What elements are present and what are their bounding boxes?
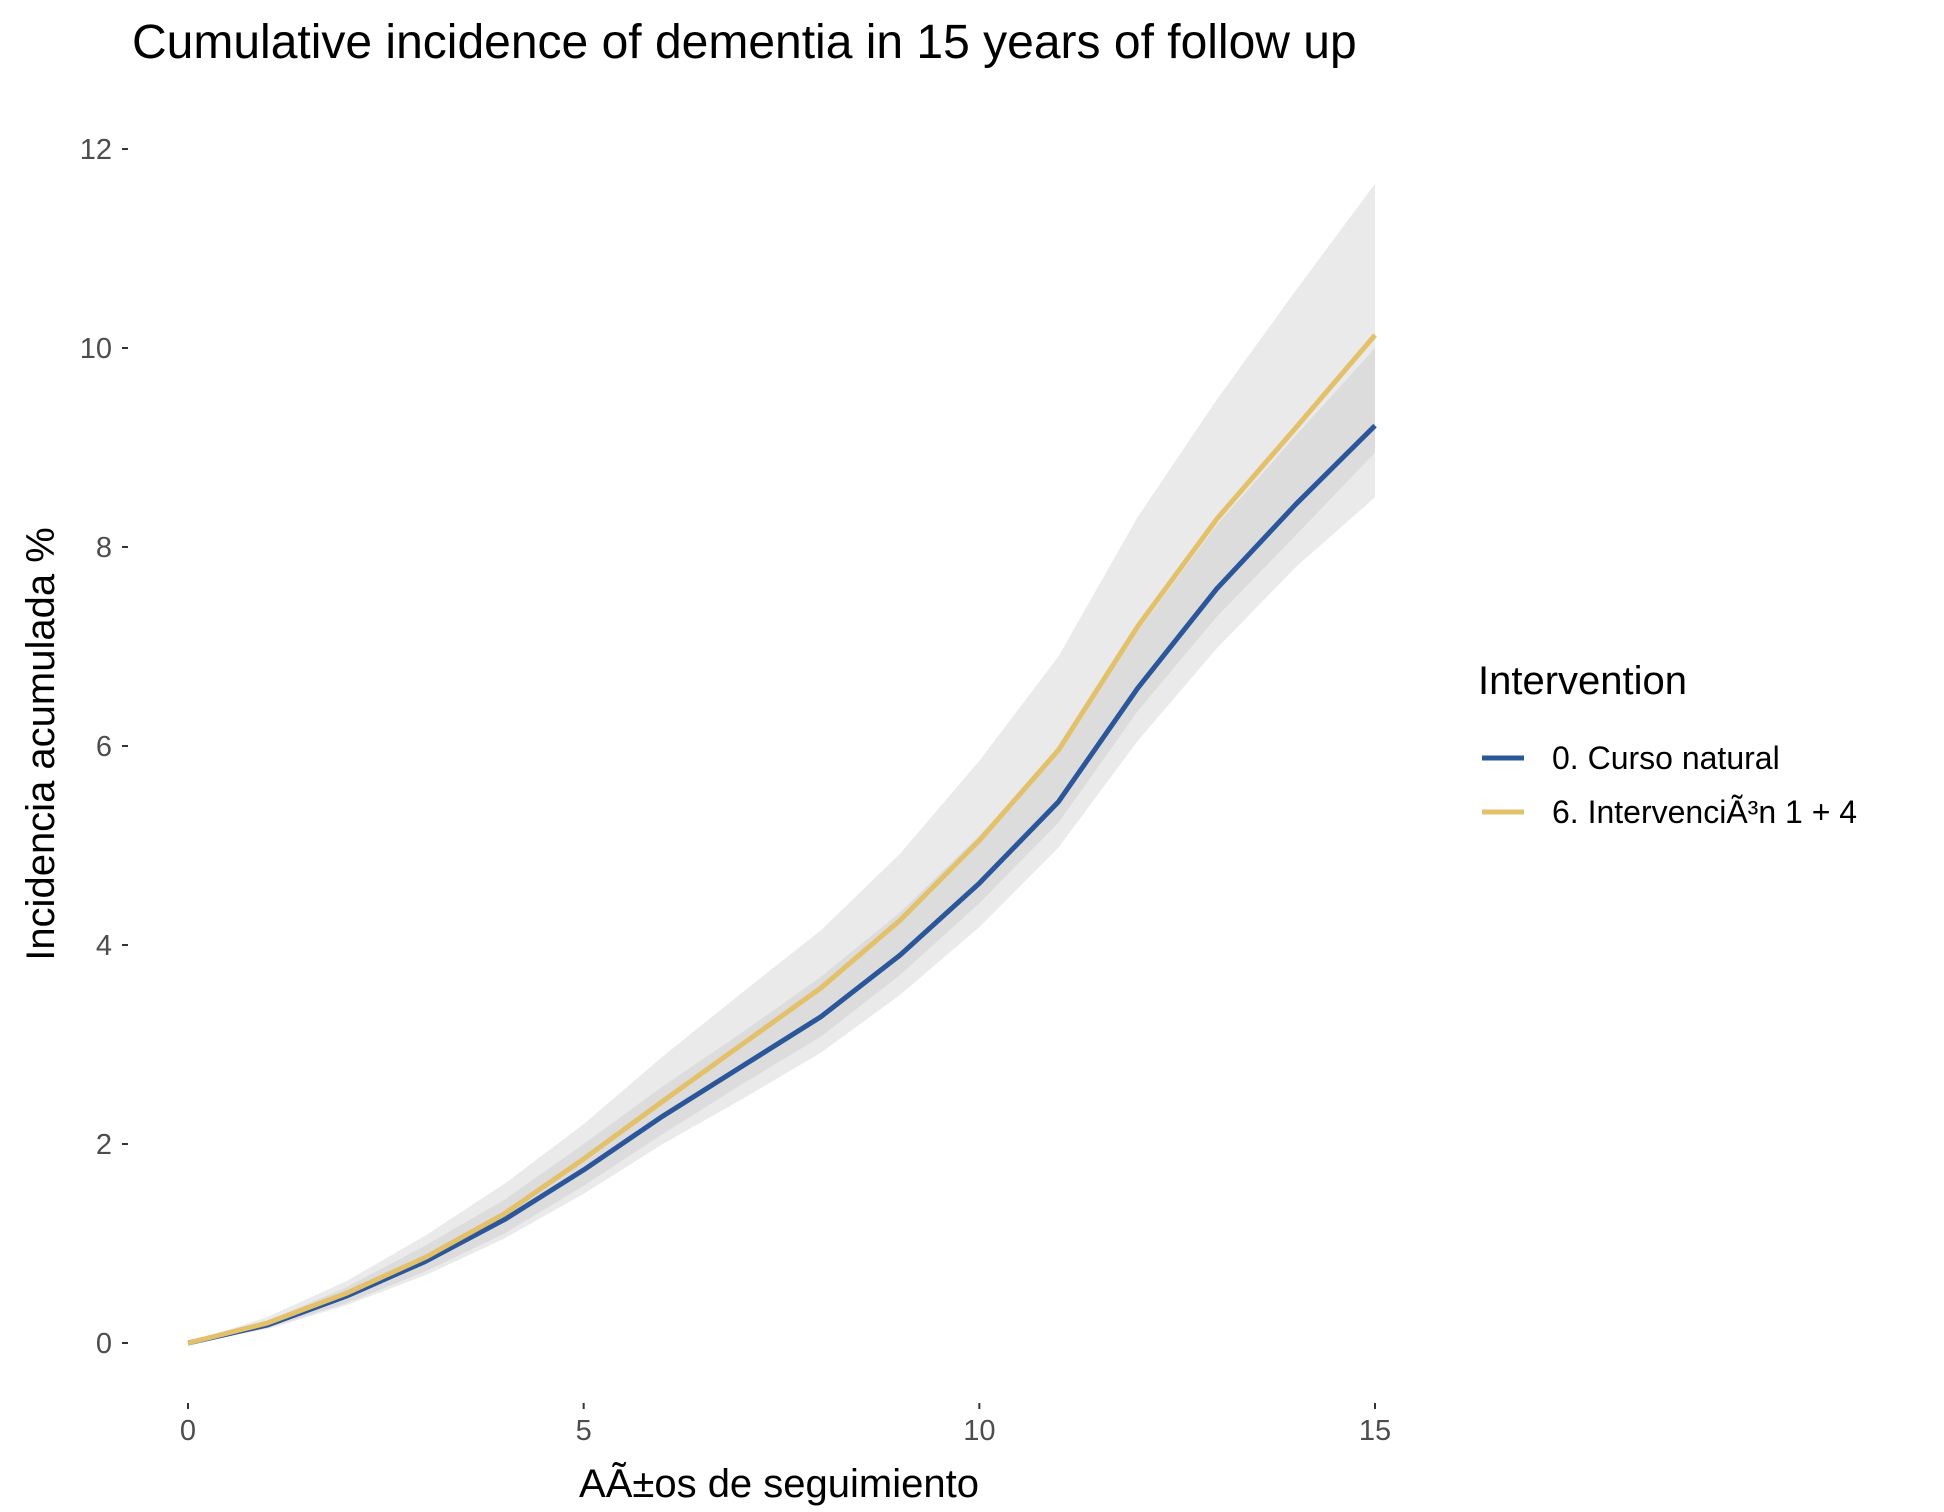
- ci-ribbon-series-1: [188, 183, 1375, 1343]
- series-line-1: [187, 333, 1377, 1346]
- y-tick-label: 12: [80, 134, 112, 166]
- y-tick-label: 4: [96, 930, 112, 962]
- y-axis: 0 2 4 6 8 10 12: [80, 134, 128, 1360]
- y-tick-label: 10: [80, 333, 112, 365]
- x-axis-title: AÃ±os de seguimiento: [579, 1461, 979, 1506]
- y-tick-label: 6: [96, 731, 112, 763]
- series-line-0: [187, 423, 1377, 1346]
- legend-label-0: 0. Curso natural: [1552, 740, 1780, 776]
- chart-title: Cumulative incidence of dementia in 15 y…: [132, 16, 1357, 69]
- x-tick-label: 0: [180, 1415, 196, 1447]
- y-tick-label: 2: [96, 1129, 112, 1161]
- series-lines: [187, 333, 1377, 1346]
- x-tick-label: 15: [1359, 1415, 1391, 1447]
- y-tick-label: 0: [96, 1328, 112, 1360]
- y-axis-title: Incidencia acumulada %: [19, 527, 63, 961]
- legend: Intervention 0. Curso natural 6. Interven…: [1478, 659, 1857, 830]
- confidence-ribbons: [188, 183, 1375, 1343]
- legend-label-1: 6. IntervenciÃ³n 1 + 4: [1552, 794, 1857, 830]
- x-tick-label: 10: [963, 1415, 995, 1447]
- x-axis: 0 5 10 15: [180, 1403, 1391, 1447]
- legend-title: Intervention: [1478, 659, 1687, 703]
- y-tick-label: 8: [96, 532, 112, 564]
- x-tick-label: 5: [576, 1415, 592, 1447]
